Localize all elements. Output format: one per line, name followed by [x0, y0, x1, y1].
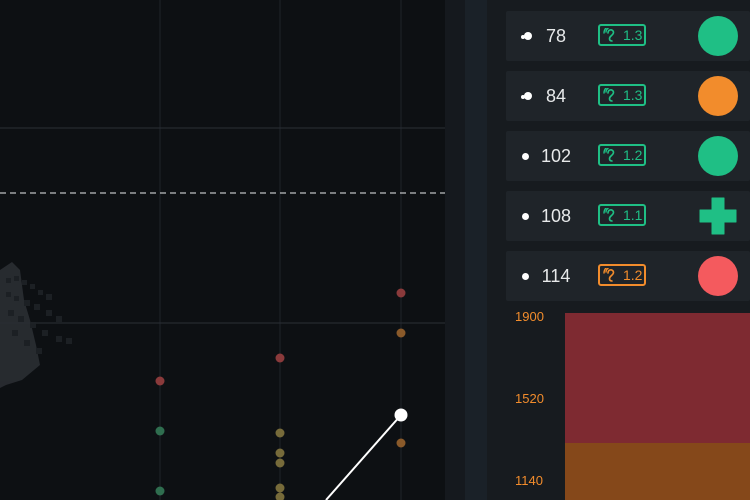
ear-icon — [603, 148, 615, 162]
ear-icon — [603, 268, 615, 282]
data-point — [155, 426, 165, 436]
status-red-circle-icon — [698, 256, 738, 296]
hearing-badge: 1.2 — [598, 144, 646, 166]
single-dot-icon — [521, 272, 530, 281]
single-dot-icon — [521, 212, 530, 221]
ear-icon — [603, 28, 615, 42]
data-point — [275, 492, 285, 500]
stacked-bar — [565, 313, 750, 500]
splitter-handle[interactable] — [465, 0, 487, 500]
data-point — [396, 438, 406, 448]
reading-value: 108 — [540, 206, 572, 226]
reading-value: 114 — [541, 266, 571, 286]
reading-value: 102 — [540, 146, 572, 166]
background-map-shape — [0, 262, 72, 388]
data-point — [155, 486, 165, 496]
y-axis-label: 1900 — [515, 309, 544, 324]
data-point — [396, 288, 406, 298]
list-item[interactable]: 78 1.3 — [506, 11, 750, 61]
hearing-badge: 1.3 — [598, 84, 646, 106]
status-green-cross-icon — [699, 197, 737, 235]
trend-line — [325, 414, 402, 500]
scatter-plot-panel[interactable] — [0, 0, 445, 500]
list-item[interactable]: 108 1.1 — [506, 191, 750, 241]
data-point — [275, 353, 285, 363]
status-green-circle-icon — [698, 16, 738, 56]
bar-segment-orange — [565, 443, 750, 500]
single-dot-icon — [521, 152, 530, 161]
y-axis-label: 1520 — [515, 391, 544, 406]
hearing-badge: 1.1 — [598, 204, 646, 226]
scatter-plot — [0, 0, 445, 500]
data-point — [275, 483, 285, 493]
reading-list-panel: 78 1.3 84 1.3 102 — [487, 0, 750, 500]
status-green-circle-icon — [698, 136, 738, 176]
data-point — [275, 458, 285, 468]
status-orange-circle-icon — [698, 76, 738, 116]
double-dot-icon — [521, 92, 532, 101]
reading-value: 78 — [545, 26, 567, 46]
panel-divider — [445, 0, 465, 500]
double-dot-icon — [521, 32, 532, 41]
y-axis-label: 1140 — [515, 473, 543, 488]
list-item[interactable]: 102 1.2 — [506, 131, 750, 181]
ear-icon — [603, 88, 615, 102]
selected-point[interactable] — [394, 408, 408, 422]
hearing-badge: 1.2 — [598, 264, 646, 286]
list-item[interactable]: 84 1.3 — [506, 71, 750, 121]
hearing-badge: 1.3 — [598, 24, 646, 46]
data-point — [275, 448, 285, 458]
bar-segment-red — [565, 313, 750, 443]
data-point — [155, 376, 165, 386]
data-point — [396, 328, 406, 338]
ear-icon — [603, 208, 615, 222]
reading-value: 84 — [545, 86, 567, 106]
list-item[interactable]: 114 1.2 — [506, 251, 750, 301]
data-point — [275, 428, 285, 438]
